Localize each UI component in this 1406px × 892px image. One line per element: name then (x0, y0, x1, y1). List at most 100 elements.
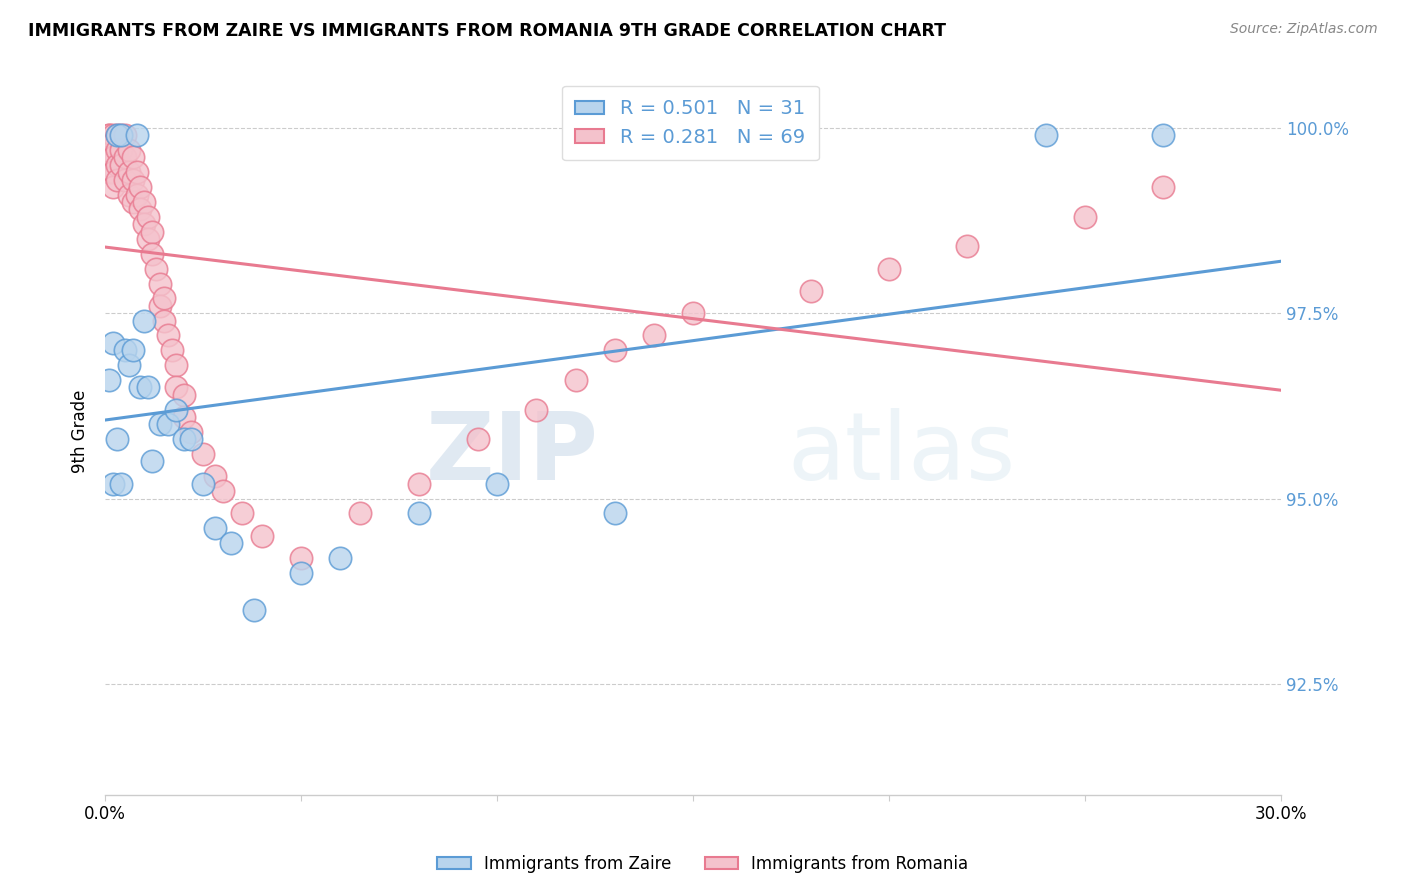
Point (219, 536, 242, 550)
Legend: Immigrants from Zaire, Immigrants from Romania: Immigrants from Zaire, Immigrants from R… (430, 848, 976, 880)
Text: ZIP: ZIP (426, 408, 599, 500)
Point (114, 343, 136, 358)
Point (180, 425, 202, 439)
Point (101, 476, 124, 491)
Point (145, 261, 167, 276)
Point (349, 506, 371, 520)
Text: Source: ZipAtlas.com: Source: ZipAtlas.com (1230, 22, 1378, 37)
Point (682, 306, 704, 320)
Point (110, 476, 132, 491)
Point (101, 165, 124, 179)
Point (125, 165, 148, 179)
Point (118, 165, 141, 179)
Point (408, 506, 430, 520)
Point (1035, 128, 1057, 143)
Point (105, 158, 128, 172)
Point (290, 550, 312, 565)
Y-axis label: 9th Grade: 9th Grade (72, 390, 89, 474)
Point (160, 343, 183, 358)
Point (129, 202, 152, 217)
Point (110, 128, 132, 143)
Point (121, 194, 143, 209)
Point (486, 476, 509, 491)
Point (129, 380, 152, 394)
Point (173, 409, 195, 424)
Point (141, 225, 163, 239)
Point (603, 506, 626, 520)
Point (134, 217, 156, 231)
Point (290, 566, 312, 580)
Point (243, 603, 266, 617)
Legend: R = 0.501   N = 31, R = 0.281   N = 69: R = 0.501 N = 31, R = 0.281 N = 69 (562, 86, 818, 161)
Point (165, 380, 187, 394)
Point (156, 417, 179, 432)
Point (204, 521, 226, 535)
Point (173, 432, 195, 446)
Point (1152, 128, 1174, 143)
Point (118, 143, 141, 157)
Point (153, 291, 176, 305)
Point (98, 151, 121, 165)
Point (149, 277, 172, 291)
Point (121, 151, 143, 165)
Point (149, 417, 172, 432)
Point (105, 432, 128, 446)
Point (105, 128, 128, 143)
Point (800, 284, 823, 298)
Point (105, 128, 128, 143)
Point (1074, 210, 1097, 224)
Point (110, 158, 132, 172)
Point (118, 187, 141, 202)
Point (121, 343, 143, 358)
Text: atlas: atlas (787, 408, 1015, 500)
Point (98, 143, 121, 157)
Point (118, 358, 141, 372)
Point (105, 143, 128, 157)
Point (101, 128, 124, 143)
Point (165, 402, 187, 417)
Point (134, 194, 156, 209)
Point (125, 187, 148, 202)
Point (524, 402, 547, 417)
Point (121, 172, 143, 186)
Point (156, 328, 179, 343)
Point (136, 210, 159, 224)
Point (231, 506, 253, 520)
Point (98, 373, 121, 387)
Point (98, 128, 121, 143)
Point (180, 432, 202, 446)
Point (564, 373, 586, 387)
Point (98, 128, 121, 143)
Point (114, 172, 136, 186)
Point (603, 343, 626, 358)
Point (877, 261, 900, 276)
Point (141, 454, 163, 468)
Point (136, 380, 159, 394)
Point (193, 447, 215, 461)
Point (1152, 180, 1174, 194)
Text: IMMIGRANTS FROM ZAIRE VS IMMIGRANTS FROM ROMANIA 9TH GRADE CORRELATION CHART: IMMIGRANTS FROM ZAIRE VS IMMIGRANTS FROM… (28, 22, 946, 40)
Point (114, 151, 136, 165)
Point (105, 172, 128, 186)
Point (101, 151, 124, 165)
Point (101, 136, 124, 150)
Point (467, 432, 489, 446)
Point (114, 128, 136, 143)
Point (204, 469, 226, 483)
Point (329, 550, 352, 565)
Point (110, 128, 132, 143)
Point (141, 247, 163, 261)
Point (193, 476, 215, 491)
Point (211, 484, 233, 499)
Point (153, 313, 176, 327)
Point (136, 232, 159, 246)
Point (408, 476, 430, 491)
Point (134, 313, 156, 327)
Point (173, 388, 195, 402)
Point (101, 335, 124, 350)
Point (110, 143, 132, 157)
Point (250, 528, 273, 542)
Point (129, 180, 152, 194)
Point (165, 358, 187, 372)
Point (643, 328, 665, 343)
